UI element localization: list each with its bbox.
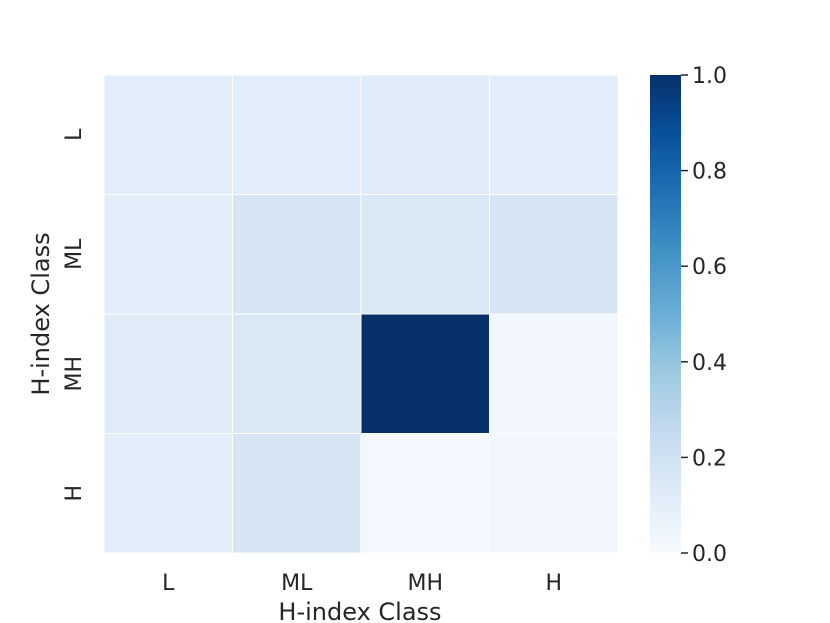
colorbar: [650, 75, 681, 553]
heatmap-cell-ML-MH: [360, 194, 490, 315]
x-tick-label: H: [545, 571, 562, 596]
heatmap-cell-L-MH: [360, 74, 490, 195]
x-tick-label: L: [162, 571, 175, 596]
x-tick-labels: L ML MH H: [162, 571, 562, 596]
heatmap-cell-ML-L: [103, 194, 233, 315]
y-tick-label: H: [62, 485, 87, 502]
y-tick-labels: L ML MH H: [62, 128, 87, 502]
y-axis-label: H-index Class: [27, 232, 55, 395]
heatmap-cell-L-ML: [232, 74, 362, 195]
heatmap-cell-MH-H: [489, 313, 619, 434]
heatmap-cells: [103, 74, 619, 554]
colorbar-tick-label: 1.0: [692, 64, 727, 89]
heatmap-cell-H-H: [489, 433, 619, 554]
colorbar-tick-label: 0.6: [692, 255, 727, 280]
heatmap-cell-H-L: [103, 433, 233, 554]
heatmap-cell-H-ML: [232, 433, 362, 554]
colorbar-tick-label: 0.4: [692, 351, 727, 376]
heatmap-cell-H-MH: [360, 433, 490, 554]
y-tick-label: MH: [62, 356, 87, 392]
heatmap-cell-MH-MH: [360, 313, 490, 434]
y-tick-label: L: [62, 128, 87, 141]
colorbar-ticks: 0.0 0.2 0.4 0.6 0.8 1.0: [681, 64, 727, 567]
x-axis-label: H-index Class: [278, 598, 441, 623]
colorbar-tick-label: 0.8: [692, 160, 727, 185]
colorbar-tick-label: 0.2: [692, 446, 727, 471]
heatmap-cell-ML-ML: [232, 194, 362, 315]
heatmap-cell-L-H: [489, 74, 619, 195]
y-tick-label: ML: [62, 238, 87, 270]
heatmap-cell-L-L: [103, 74, 233, 195]
heatmap-cell-MH-L: [103, 313, 233, 434]
heatmap-cell-ML-H: [489, 194, 619, 315]
heatmap-cell-MH-ML: [232, 313, 362, 434]
colorbar-tick-label: 0.0: [692, 542, 727, 567]
x-tick-label: MH: [407, 571, 443, 596]
x-tick-label: ML: [281, 571, 313, 596]
